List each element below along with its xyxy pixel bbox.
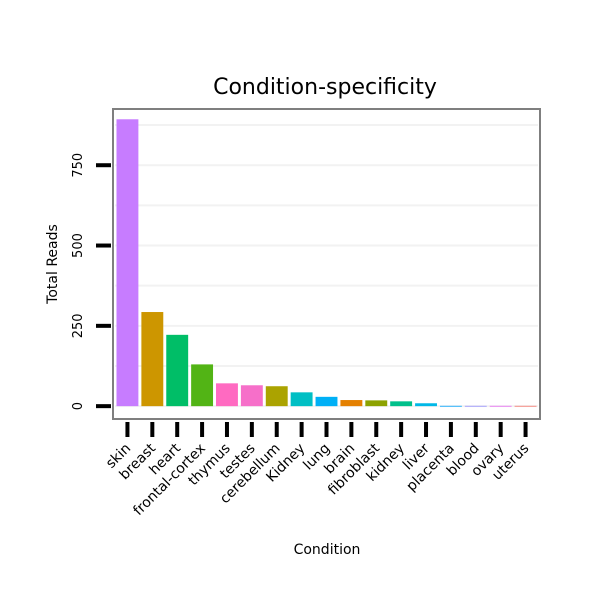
bar-breast	[141, 312, 164, 407]
bar-cerebellum	[265, 386, 288, 407]
bar-ovary	[489, 405, 512, 407]
bar-frontal-cortex	[191, 364, 214, 407]
bar-brain	[340, 400, 363, 407]
bar-liver	[415, 403, 437, 407]
bar-thymus	[216, 383, 238, 407]
bar-skin	[116, 119, 139, 407]
bar-fibroblast	[365, 400, 388, 407]
chart-title: Condition-specificity	[213, 75, 437, 100]
bar-testes	[240, 385, 263, 407]
bars	[116, 119, 537, 407]
bar-placenta	[439, 405, 462, 407]
bar-blood	[464, 405, 487, 407]
y-tick-label: 250	[71, 313, 86, 338]
x-axis: skinbreastheartfrontal-cortexthymusteste…	[103, 422, 532, 519]
y-tick-label: 500	[71, 233, 86, 258]
x-axis-title: Condition	[294, 542, 361, 558]
y-axis: 0 250 500 750	[71, 153, 111, 410]
bar-kidney	[290, 392, 313, 407]
bar-kidney	[390, 401, 413, 407]
y-tick-label: 750	[71, 153, 86, 178]
y-axis-title: Total Reads	[45, 224, 61, 305]
y-tick-label: 0	[71, 402, 86, 410]
bar-uterus	[514, 405, 537, 407]
bar-lung	[315, 396, 338, 407]
bar-heart	[166, 334, 189, 407]
